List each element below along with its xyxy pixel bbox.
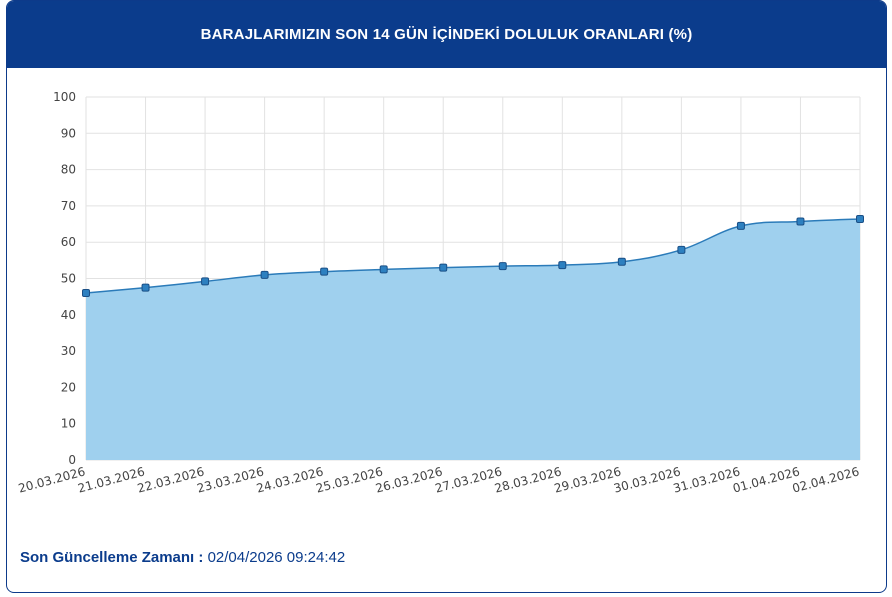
x-tick-label: 21.03.2026: [76, 464, 146, 495]
y-tick-label: 100: [53, 90, 76, 104]
y-tick-label: 90: [61, 126, 76, 140]
x-tick-label: 22.03.2026: [136, 464, 206, 495]
data-point: [141, 283, 150, 292]
series-line: [85, 218, 861, 294]
x-tick-label: 24.03.2026: [255, 464, 325, 495]
x-tick-label: 23.03.2026: [195, 464, 265, 495]
x-tick-label: 26.03.2026: [374, 464, 444, 495]
x-tick-label: 29.03.2026: [553, 464, 623, 495]
x-tick-label: 31.03.2026: [672, 464, 742, 495]
chart-title: BARAJLARIMIZIN SON 14 GÜN İÇİNDEKİ DOLUL…: [200, 26, 693, 43]
x-tick-label: 25.03.2026: [314, 464, 384, 495]
x-tick-label: 20.03.2026: [17, 464, 87, 495]
data-point: [82, 289, 90, 298]
y-tick-label: 30: [61, 344, 76, 358]
data-point: [439, 263, 448, 272]
y-tick-label: 10: [61, 417, 76, 431]
data-point: [677, 245, 686, 254]
last-update-value: 02/04/2026 09:24:42: [207, 549, 346, 566]
data-point: [617, 257, 626, 266]
x-tick-label: 30.03.2026: [612, 464, 682, 495]
data-point: [260, 270, 269, 279]
y-tick-label: 70: [61, 199, 76, 213]
y-tick-label: 20: [61, 380, 76, 394]
x-tick-label: 27.03.2026: [434, 464, 504, 495]
data-point: [320, 267, 329, 276]
data-point: [379, 265, 388, 274]
x-tick-label: 02.04.2026: [791, 464, 861, 495]
y-tick-label: 60: [61, 235, 76, 249]
data-point: [201, 277, 210, 286]
y-tick-label: 50: [61, 272, 76, 286]
data-point: [856, 214, 864, 223]
y-tick-label: 80: [61, 163, 76, 177]
data-point: [498, 262, 507, 271]
x-tick-label: 01.04.2026: [731, 464, 801, 495]
y-tick-label: 40: [61, 308, 76, 322]
last-update-separator: :: [194, 549, 208, 566]
data-point: [736, 221, 745, 230]
x-tick-label: 28.03.2026: [493, 464, 563, 495]
chart-header: BARAJLARIMIZIN SON 14 GÜN İÇİNDEKİ DOLUL…: [7, 1, 886, 68]
last-update-label: Son Güncelleme Zamanı: [20, 549, 195, 566]
data-point: [558, 261, 567, 270]
area-fill: [86, 218, 860, 460]
y-tick-label: 0: [68, 453, 76, 467]
data-point: [796, 217, 805, 226]
last-update: Son Güncelleme Zamanı : 02/04/2026 09:24…: [20, 549, 345, 566]
